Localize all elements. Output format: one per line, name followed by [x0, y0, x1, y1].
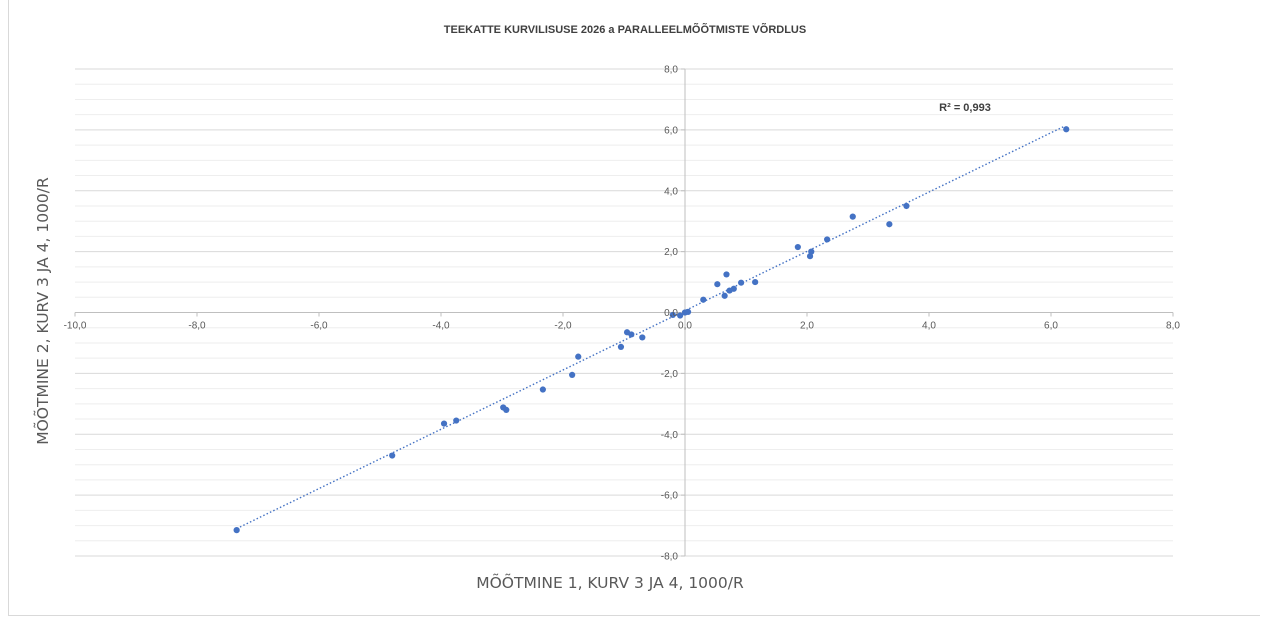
- data-point: [721, 292, 728, 299]
- data-point: [669, 311, 676, 319]
- data-point: [617, 343, 625, 350]
- data-point: [639, 334, 646, 341]
- data-point: [569, 371, 576, 378]
- y-tick-label: 2,0: [664, 247, 678, 258]
- chart-title: TEEKATTE KURVILISUSE 2026 a PARALLEELMÕÕ…: [444, 23, 806, 36]
- y-tick-label: -8,0: [661, 552, 679, 563]
- data-point: [849, 213, 856, 220]
- data-point: [903, 202, 910, 210]
- data-point: [453, 417, 460, 424]
- x-tick-label: 8,0: [1166, 321, 1180, 332]
- trendline-layer: [236, 126, 1064, 530]
- x-tick-label: 4,0: [922, 321, 936, 332]
- data-point: [677, 312, 684, 319]
- data-point: [723, 271, 730, 278]
- data-point: [389, 452, 396, 459]
- data-point: [1063, 126, 1070, 133]
- tick-labels: -10,0 -8,0 -6,0 -4,0 -2,0 0,0 2,0 4,0 6,0 8,0 -8,0…: [64, 65, 1181, 563]
- data-point: [752, 278, 759, 286]
- data-point: [503, 406, 510, 413]
- data-point: [824, 236, 831, 243]
- grid-lines: [75, 68, 1173, 557]
- data-point: [440, 420, 448, 427]
- data-point: [808, 248, 815, 255]
- data-point: [730, 285, 737, 292]
- x-tick-label: 2,0: [800, 321, 814, 332]
- data-point: [794, 243, 801, 251]
- data-point: [628, 331, 635, 338]
- x-tick-label: 6,0: [1044, 321, 1058, 332]
- data-point: [575, 353, 582, 360]
- y-tick-label: 4,0: [664, 186, 678, 197]
- y-axis-title: MÕÕTMINE 2, KURV 3 JA 4, 1000/R: [33, 177, 52, 445]
- scatter-chart: -10,0 -8,0 -6,0 -4,0 -2,0 0,0 2,0 4,0 6,0 8,0 -8,0…: [33, 23, 1181, 592]
- x-tick-label: -6,0: [310, 321, 328, 332]
- data-point: [886, 221, 893, 228]
- data-points: [233, 126, 1070, 534]
- data-point: [684, 308, 692, 315]
- r-squared-label: R² = 0,993: [939, 102, 991, 114]
- x-tick-label: -4,0: [432, 321, 450, 332]
- y-tick-label: 8,0: [664, 65, 678, 76]
- x-tick-label: 0,0: [678, 321, 692, 332]
- x-tick-label: -2,0: [554, 321, 572, 332]
- axes: [74, 68, 1174, 557]
- chart-frame: -10,0 -8,0 -6,0 -4,0 -2,0 0,0 2,0 4,0 6,0 8,0 -8,0…: [8, 0, 1260, 616]
- x-tick-label: -8,0: [188, 321, 206, 332]
- x-tick-label: -10,0: [64, 321, 87, 332]
- y-tick-label: 0,0: [664, 308, 678, 319]
- y-tick-label: 6,0: [664, 125, 678, 136]
- y-tick-label: -6,0: [661, 491, 679, 502]
- y-tick-label: -4,0: [661, 430, 679, 441]
- trendline: [236, 126, 1064, 530]
- y-tick-label: -2,0: [661, 369, 679, 380]
- data-point: [738, 279, 745, 286]
- data-point: [714, 281, 721, 288]
- data-point: [539, 386, 546, 393]
- data-point: [700, 296, 707, 303]
- data-point: [233, 527, 240, 534]
- x-axis-title: MÕÕTMINE 1, KURV 3 JA 4, 1000/R: [476, 573, 744, 592]
